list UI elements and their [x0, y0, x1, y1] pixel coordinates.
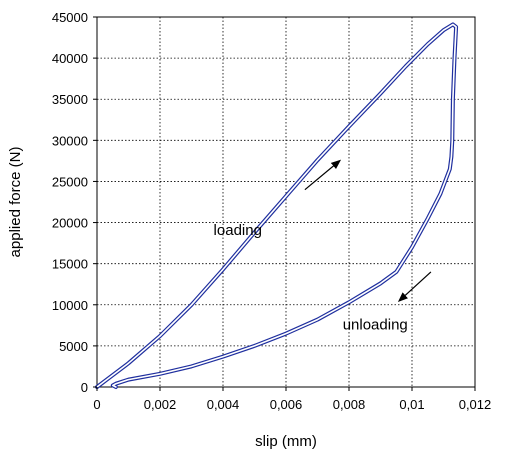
y-axis-label: applied force (N)	[7, 147, 24, 258]
annotation-arrow	[397, 271, 432, 303]
x-tick-label: 0,008	[333, 397, 366, 412]
x-tick-label: 0,004	[207, 397, 240, 412]
annotation-label: unloading	[343, 316, 408, 333]
x-axis-label: slip (mm)	[255, 433, 317, 450]
y-tick-label: 5000	[59, 339, 88, 354]
y-tick-labels: 0 5000 10000 15000 20000 25000 30000 35000 40000…	[52, 10, 97, 395]
annotation-arrow	[304, 159, 342, 191]
x-tick-labels: 0 0,002 0,004 0,006 0,008 0,01 0,012	[93, 387, 491, 412]
annotations: loading unloading	[214, 159, 432, 333]
curve-layer	[95, 22, 459, 389]
y-tick-label: 35000	[52, 92, 88, 107]
x-tick-label: 0,006	[270, 397, 303, 412]
y-tick-label: 30000	[52, 133, 88, 148]
hysteresis-curve-inner	[96, 23, 457, 388]
x-tick-label: 0	[93, 397, 100, 412]
x-tick-label: 0,002	[144, 397, 177, 412]
y-tick-label: 10000	[52, 298, 88, 313]
y-tick-label: 25000	[52, 174, 88, 189]
y-tick-label: 15000	[52, 257, 88, 272]
grid-lines	[97, 17, 475, 387]
annotation-label: loading	[214, 222, 262, 239]
y-tick-label: 40000	[52, 51, 88, 66]
x-tick-label: 0,01	[399, 397, 424, 412]
y-tick-label: 45000	[52, 10, 88, 25]
y-tick-label: 20000	[52, 216, 88, 231]
x-tick-label: 0,012	[459, 397, 492, 412]
y-tick-label: 0	[81, 380, 88, 395]
